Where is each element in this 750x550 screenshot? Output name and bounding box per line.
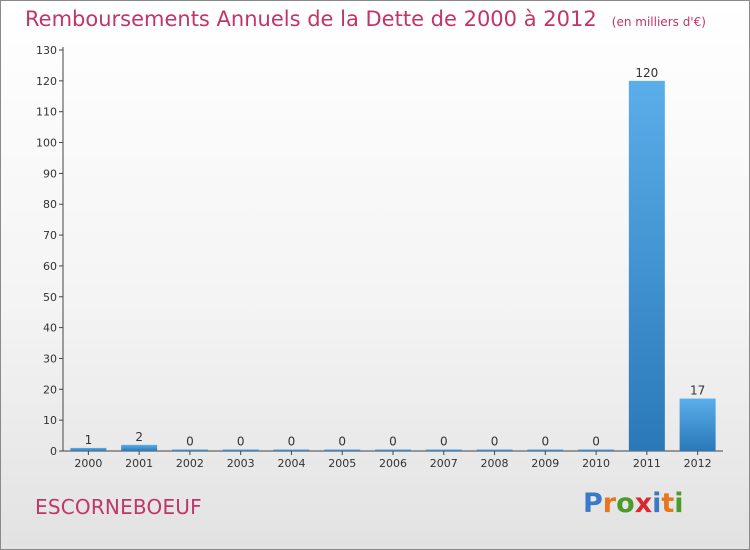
bar [679,398,716,451]
x-tick-label: 2011 [633,457,661,470]
proxiti-logo: Proxiti [583,488,684,519]
y-tick-label: 80 [43,198,57,211]
bar [476,449,513,451]
data-label: 17 [690,384,705,398]
y-tick-label: 120 [36,75,57,88]
x-tick-label: 2001 [125,457,153,470]
x-tick-label: 2007 [430,457,458,470]
y-tick-label: 70 [43,229,57,242]
bar [121,444,158,451]
data-label: 0 [186,435,194,449]
logo-letter: t [661,488,675,519]
data-label: 0 [389,435,397,449]
y-tick-label: 60 [43,260,57,273]
bar [171,449,208,451]
x-tick-label: 2003 [227,457,255,470]
bar [527,449,564,451]
data-label: 0 [440,435,448,449]
data-label: 1 [85,433,93,447]
bar [578,449,615,451]
y-tick-label: 20 [43,383,57,396]
chart-subtitle: (en milliers d'€) [611,15,706,29]
logo-letter: o [616,488,635,519]
bar [425,449,462,451]
y-tick-label: 30 [43,352,57,365]
x-tick-label: 2009 [531,457,559,470]
y-tick-label: 0 [50,445,57,458]
logo-letter: i [652,488,662,519]
data-label: 2 [135,430,143,444]
chart-title-row: Remboursements Annuels de la Dette de 20… [25,7,706,31]
y-tick-label: 40 [43,322,57,335]
data-label: 120 [635,66,658,80]
data-label: 0 [288,435,296,449]
y-tick-label: 130 [36,44,57,57]
data-label: 0 [592,435,600,449]
commune-name: ESCORNEBOEUF [35,495,202,519]
x-tick-label: 2008 [481,457,509,470]
bar [375,449,411,451]
y-tick-label: 100 [36,137,57,150]
data-label: 0 [491,435,499,449]
logo-letter: x [634,488,653,519]
logo-letter: P [583,488,603,519]
bar [628,80,665,451]
x-tick-label: 2000 [74,457,102,470]
chart-labels: 2000120012200202003020040200502006020070… [74,66,711,470]
data-label: 0 [541,435,549,449]
y-tick-label: 90 [43,167,57,180]
bar [273,449,310,451]
bar [70,447,107,451]
y-tick-label: 10 [43,414,57,427]
logo-letter: i [674,488,684,519]
y-tick-label: 110 [36,106,57,119]
y-tick-label: 50 [43,291,57,304]
bar [324,449,361,451]
chart-title: Remboursements Annuels de la Dette de 20… [25,7,597,31]
x-tick-label: 2004 [277,457,305,470]
x-tick-label: 2005 [328,457,356,470]
data-label: 0 [338,435,346,449]
chart-bars [70,80,716,451]
x-tick-label: 2012 [684,457,712,470]
data-label: 0 [237,435,245,449]
x-tick-label: 2006 [379,457,407,470]
x-tick-label: 2010 [582,457,610,470]
bar [222,449,259,451]
logo-letter: r [602,488,617,519]
x-tick-label: 2002 [176,457,204,470]
